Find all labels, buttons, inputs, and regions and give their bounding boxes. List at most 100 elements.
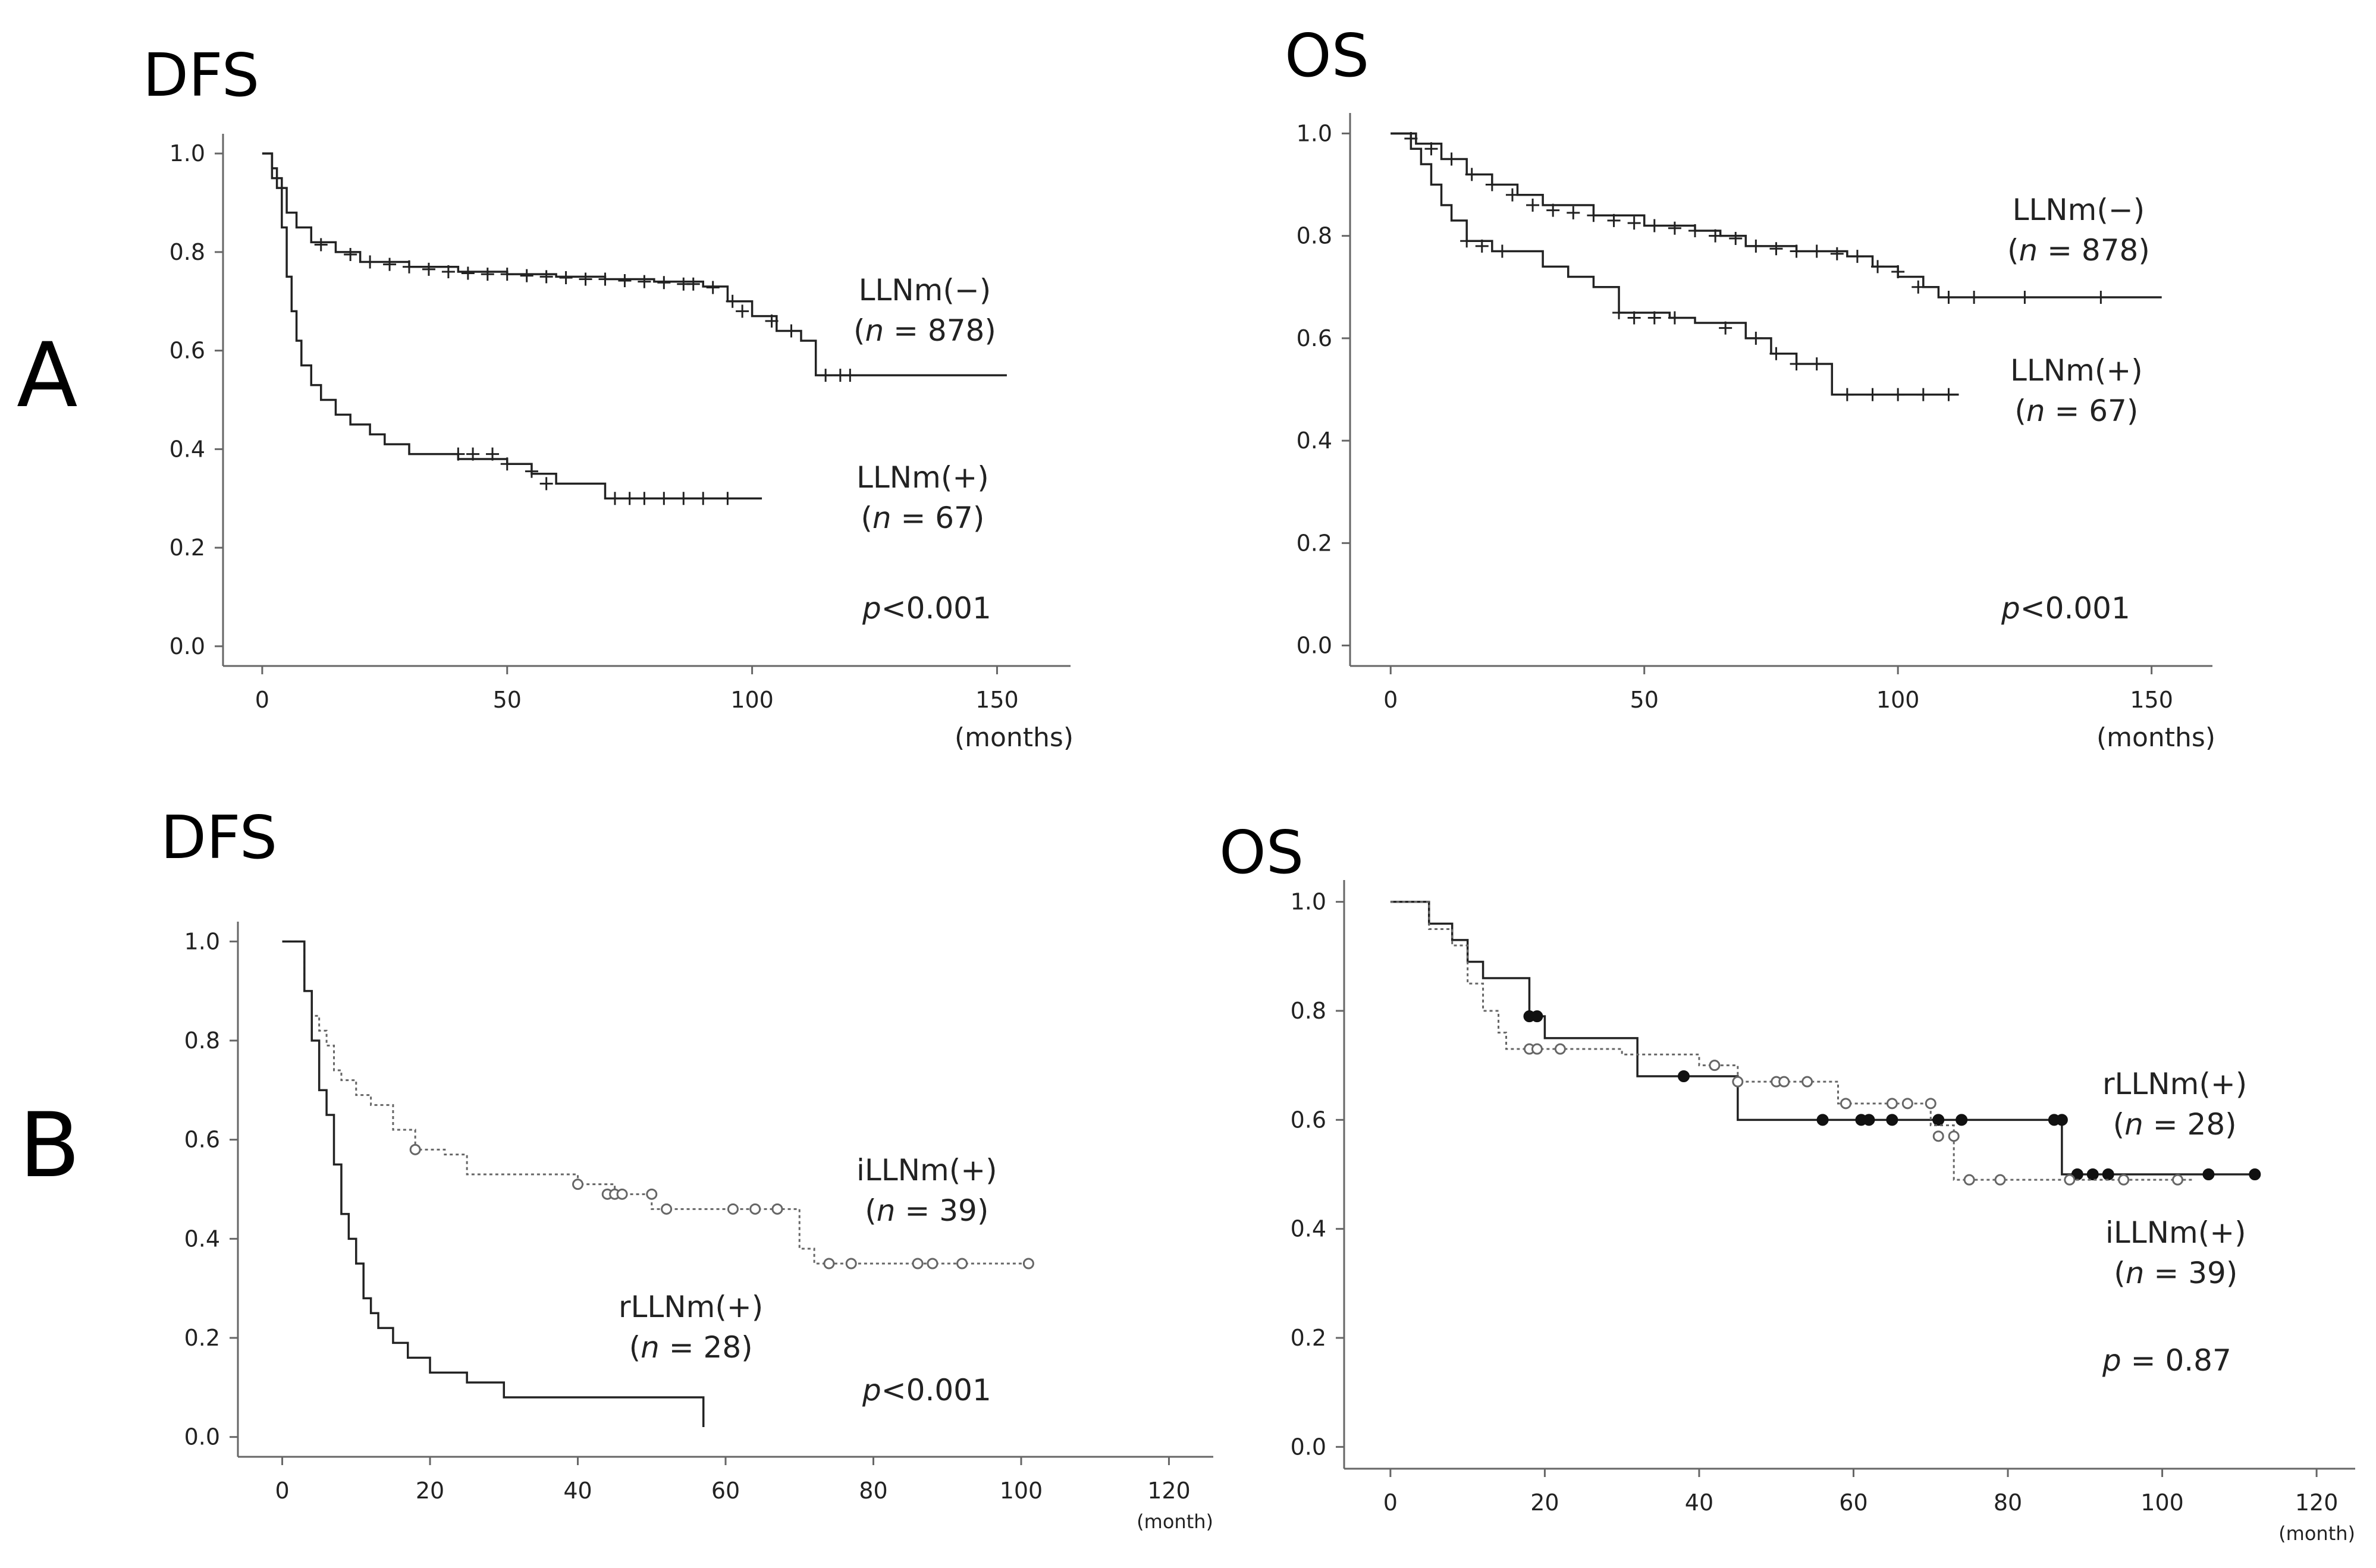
censor-mark (1886, 1114, 1898, 1126)
censor-mark (1531, 1010, 1543, 1023)
y-tick-label: 0.0 (170, 633, 205, 659)
legend-neg-n: (n = 878) (853, 313, 996, 348)
legend-pos-n-value: 67 (935, 500, 973, 535)
censor-mark (572, 1179, 584, 1190)
y-tick-label: 0.8 (1291, 998, 1326, 1024)
x-axis-unit: (month) (1137, 1510, 1213, 1533)
censor-mark (696, 492, 710, 505)
legend-neg-n-value: 878 (927, 313, 985, 348)
legend-r-n: (n = 28) (2113, 1107, 2237, 1142)
x-tick-label: 60 (711, 1478, 740, 1504)
legend-neg: LLNm(−) (n = 878) (2007, 190, 2150, 271)
y-tick-label: 0.6 (184, 1127, 220, 1153)
censor-mark (677, 492, 690, 505)
censor-mark (1790, 244, 1803, 258)
chart-a-dfs: 0.0 0.2 0.4 0.6 0.8 1.0 0 50 100 150 (months) (170, 134, 1074, 753)
survival-curve (282, 940, 1036, 1265)
censor-mark (2094, 291, 2108, 304)
censor-mark (721, 492, 735, 505)
survival-curve (1390, 901, 2193, 1181)
censor-mark (686, 277, 700, 291)
censor-mark (1647, 219, 1661, 232)
legend-i-label: iLLNm(+) (2105, 1215, 2246, 1250)
censor-mark (616, 1188, 628, 1200)
y-tick-label: 0.2 (1291, 1325, 1326, 1351)
censor-mark (657, 276, 671, 290)
legend-i-label: iLLNm(+) (856, 1153, 997, 1187)
x-axis-unit: (months) (955, 722, 1074, 753)
censor-mark (1871, 260, 1885, 274)
x-tick-label: 120 (1147, 1478, 1191, 1504)
censor-mark (1942, 388, 1956, 401)
censor-mark (1816, 1114, 1829, 1126)
censor-mark (956, 1258, 968, 1270)
legend-pos-n: (n = 67) (861, 500, 985, 535)
censor-mark (1424, 142, 1438, 156)
censor-mark (1963, 1174, 1975, 1186)
censor-mark (765, 314, 779, 328)
censor-mark (1627, 216, 1641, 230)
x-axis-unit: (month) (2278, 1522, 2355, 1545)
x-tick-label: 50 (493, 687, 522, 713)
censor-mark (2055, 1114, 2068, 1126)
survival-curve (282, 940, 705, 1427)
censor-mark (1840, 388, 1854, 401)
y-tick-label: 0.8 (170, 239, 205, 265)
y-tick-label: 1.0 (184, 928, 220, 954)
legend-i-n: (n = 39) (2114, 1255, 2238, 1290)
censor-mark (1709, 1060, 1721, 1071)
censor-mark (638, 492, 651, 505)
censor-mark (500, 457, 514, 471)
p-value: p = 0.87 (2102, 1341, 2231, 1381)
p-value-text: <0.001 (881, 591, 991, 626)
p-value: p<0.001 (862, 589, 991, 629)
censor-mark (1830, 247, 1844, 260)
censor-mark (486, 447, 500, 461)
censor-mark (1531, 1043, 1543, 1055)
x-tick-label: 60 (1839, 1490, 1867, 1516)
censor-mark (661, 1203, 673, 1215)
censor-mark (2018, 291, 2032, 304)
censor-mark (314, 238, 328, 252)
y-tick-label: 0.6 (1297, 325, 1332, 351)
legend-r-label: rLLNm(+) (619, 1290, 764, 1324)
legend-neg-label: LLNm(−) (2012, 193, 2145, 227)
censor-mark (912, 1258, 924, 1270)
censor-mark (1850, 250, 1864, 263)
censor-mark (1790, 357, 1803, 370)
censor-mark (1769, 242, 1783, 256)
x-tick-label: 80 (1994, 1490, 2022, 1516)
censor-mark (1475, 239, 1489, 253)
p-value-prefix: p (862, 591, 881, 626)
censor-mark (409, 1143, 421, 1155)
censor-mark (1647, 311, 1661, 325)
y-tick-label: 0.4 (170, 436, 205, 462)
censor-mark (2249, 1168, 2261, 1180)
censor-mark (2064, 1174, 2076, 1186)
legend-i-n: (n = 39) (865, 1193, 989, 1228)
censor-mark (383, 257, 397, 271)
x-tick-label: 120 (2295, 1490, 2339, 1516)
censor-mark (2086, 1168, 2099, 1180)
censor-mark (819, 369, 833, 382)
censor-mark (1505, 188, 1519, 202)
legend-r-label: rLLNm(+) (2102, 1067, 2248, 1101)
chart-title: OS (1219, 818, 1304, 887)
censor-mark (1587, 209, 1600, 222)
legend-pos-n-value: 67 (2089, 393, 2127, 428)
censor-mark (1668, 221, 1681, 235)
x-tick-label: 0 (275, 1478, 289, 1504)
chart-title: DFS (143, 40, 260, 110)
p-value-prefix: p (2001, 591, 2020, 626)
x-tick-label: 100 (1000, 1478, 1043, 1504)
p-value: p<0.001 (2001, 589, 2130, 629)
censor-mark (749, 1203, 761, 1215)
censor-mark (1546, 203, 1560, 217)
censor-mark (771, 1203, 783, 1215)
censor-mark (1810, 244, 1823, 258)
censor-mark (618, 274, 632, 287)
censor-mark (1956, 1114, 1968, 1126)
censor-mark (363, 255, 377, 269)
legend-r-n-value: 28 (2187, 1107, 2226, 1142)
